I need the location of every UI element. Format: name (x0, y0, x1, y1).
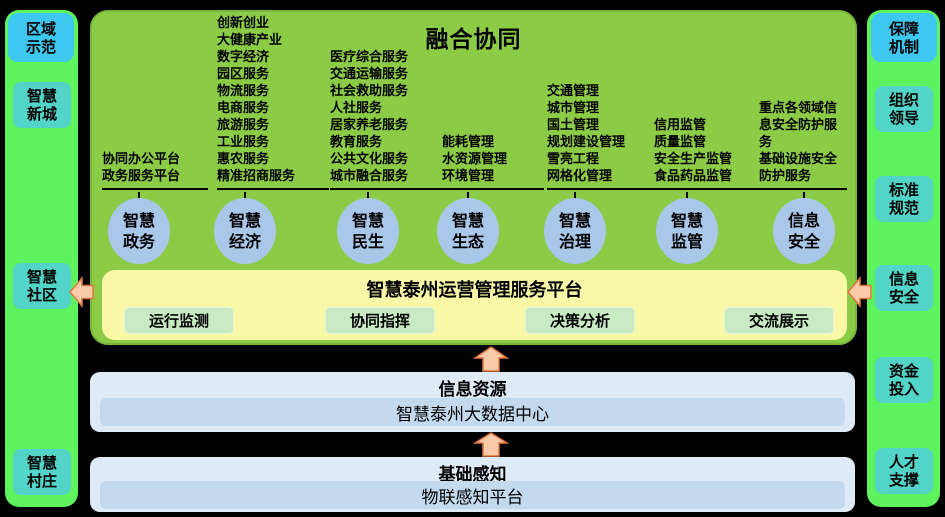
service-item: 城市融合服务 (330, 169, 409, 184)
service-list-smart-government: 协同办公平台 政务服务平台 (102, 151, 208, 190)
domain-circle-smart-economy: 智慧 经济 (214, 198, 276, 264)
service-item: 城市管理 (547, 101, 600, 116)
connector-line (138, 192, 140, 200)
left-sidebar: 区域 示范 智慧 新城 智慧 社区 智慧 村庄 (5, 10, 78, 507)
connector-line (367, 192, 369, 200)
service-item: 教育服务 (330, 135, 383, 150)
service-item: 公共文化服务 (330, 152, 409, 167)
service-item: 能耗管理 (442, 135, 495, 150)
information-resources-layer: 信息资源 智慧泰州大数据中心 (90, 372, 855, 432)
service-item: 旅游服务 (217, 118, 270, 133)
service-item: 物流服务 (217, 84, 270, 99)
service-item: 环境管理 (442, 169, 495, 184)
service-item: 安全生产监管 (654, 152, 733, 167)
information-resources-title: 信息资源 (438, 380, 507, 400)
big-data-center-bar: 智慧泰州大数据中心 (100, 398, 845, 426)
service-item: 水资源管理 (442, 152, 508, 167)
service-list-smart-livelihood: 医疗综合服务 交通运输服务 社会救助服务 人社服务 居家养老服务 教育服务 公共… (330, 49, 442, 190)
panel-title: 融合协同 (425, 27, 522, 53)
connector-line (244, 192, 246, 200)
left-arrow-icon (69, 275, 94, 309)
platform-module-command: 协同指挥 (325, 307, 435, 334)
service-item: 交通运输服务 (330, 67, 409, 82)
sidebar-item-smart-newtown: 智慧 新城 (13, 82, 71, 128)
service-item: 协同办公平台 (102, 152, 181, 167)
service-item: 交通管理 (547, 84, 600, 99)
left-sidebar-header: 区域 示范 (8, 13, 74, 62)
platform-module-monitoring: 运行监测 (124, 307, 234, 334)
service-list-smart-economy: 创新创业 大健康产业 数字经济 园区服务 物流服务 电商服务 旅游服务 工业服务… (217, 15, 329, 190)
domain-circle-smart-ecology: 智慧 生态 (437, 198, 499, 264)
service-item: 重点各领域信息安全防护服务 (759, 101, 838, 150)
sidebar-item-org-leadership: 组织 领导 (875, 86, 933, 132)
sidebar-item-funding: 资金 投入 (875, 357, 933, 403)
service-item: 大健康产业 (217, 33, 283, 48)
domain-circle-smart-government: 智慧 政务 (108, 198, 170, 264)
domain-circle-info-security: 信息 安全 (773, 198, 835, 264)
right-sidebar-header: 保障 机制 (871, 13, 937, 62)
fusion-collaboration-panel: 融合协同 协同办公平台 政务服务平台 创新创业 大健康产业 数字经济 园区服务 … (90, 10, 857, 345)
service-list-info-security: 重点各领域信息安全防护服务 基础设施安全防护服务 (759, 100, 847, 190)
connector-line (574, 192, 576, 200)
service-item: 人社服务 (330, 101, 383, 116)
connector-line (803, 192, 805, 200)
connector-line (686, 192, 688, 200)
platform-module-exchange: 交流展示 (724, 307, 834, 334)
service-list-smart-governance: 交通管理 城市管理 国土管理 规划建设管理 雪亮工程 网格化管理 (547, 83, 663, 190)
service-list-smart-supervision: 信用监管 质量监管 安全生产监管 食品药品监管 (654, 117, 770, 190)
operation-platform-title: 智慧泰州运营管理服务平台 (366, 280, 583, 301)
sidebar-item-standards: 标准 规范 (875, 176, 933, 222)
service-item: 质量监管 (654, 135, 707, 150)
domain-circle-smart-livelihood: 智慧 民生 (337, 198, 399, 264)
basic-sensing-layer: 基础感知 物联感知平台 (90, 457, 855, 512)
service-item: 信用监管 (654, 118, 707, 133)
right-sidebar: 保障 机制 组织 领导 标准 规范 信息 安全 资金 投入 人才 支撑 (867, 10, 940, 507)
domain-circle-smart-supervision: 智慧 监管 (656, 198, 718, 264)
platform-module-analysis: 决策分析 (525, 307, 635, 334)
service-item: 数字经济 (217, 50, 270, 65)
connector-line (467, 192, 469, 200)
service-list-smart-ecology: 能耗管理 水资源管理 环境管理 (442, 134, 544, 190)
service-item: 创新创业 (217, 16, 270, 31)
service-item: 医疗综合服务 (330, 50, 409, 65)
service-item: 雪亮工程 (547, 152, 600, 167)
operation-platform-bar: 智慧泰州运营管理服务平台 运行监测 协同指挥 决策分析 交流展示 (102, 270, 847, 340)
service-item: 电商服务 (217, 101, 270, 116)
sidebar-item-info-security: 信息 安全 (875, 265, 933, 311)
sidebar-item-smart-village: 智慧 村庄 (13, 449, 71, 495)
iot-platform-bar: 物联感知平台 (100, 481, 845, 509)
service-item: 惠农服务 (217, 152, 270, 167)
service-item: 政务服务平台 (102, 169, 181, 184)
service-item: 食品药品监管 (654, 169, 733, 184)
right-arrow-icon (847, 275, 872, 309)
up-arrow-icon (472, 346, 510, 372)
service-item: 规划建设管理 (547, 135, 626, 150)
service-item: 国土管理 (547, 118, 600, 133)
up-arrow-icon (472, 432, 510, 457)
service-item: 园区服务 (217, 67, 270, 82)
service-item: 网格化管理 (547, 169, 613, 184)
domain-circle-smart-governance: 智慧 治理 (544, 198, 606, 264)
sidebar-item-smart-community: 智慧 社区 (13, 263, 71, 309)
service-item: 精准招商服务 (217, 169, 296, 184)
service-item: 基础设施安全防护服务 (759, 152, 838, 184)
basic-sensing-title: 基础感知 (438, 465, 507, 485)
service-item: 社会救助服务 (330, 84, 409, 99)
service-item: 居家养老服务 (330, 118, 409, 133)
sidebar-item-talent: 人才 支撑 (875, 448, 933, 494)
service-item: 工业服务 (217, 135, 270, 150)
